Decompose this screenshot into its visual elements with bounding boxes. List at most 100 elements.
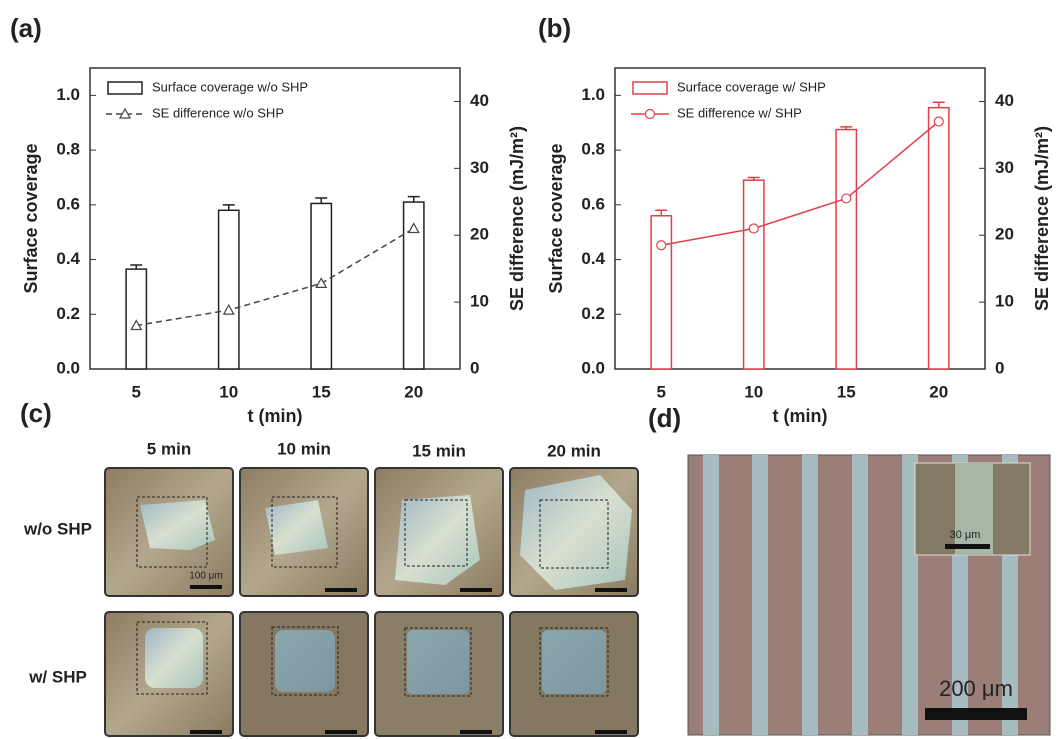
y2-tick-label: 10 <box>470 292 489 311</box>
legend-marker <box>644 108 656 120</box>
scale-bar <box>325 730 357 734</box>
micrograph <box>239 467 369 597</box>
legend-label: SE difference w/o SHP <box>152 105 284 120</box>
marker <box>841 193 852 204</box>
y2-tick-label: 40 <box>995 91 1014 110</box>
scale-bar-label: 200 μm <box>939 676 1013 701</box>
x-tick-label: 20 <box>404 382 423 401</box>
y-tick-label: 0.2 <box>581 304 605 323</box>
panel-label: (b) <box>538 13 571 43</box>
y2-axis-label: SE difference (mJ/m²) <box>507 126 527 311</box>
column-label: 20 min <box>547 441 601 460</box>
bar <box>650 215 673 370</box>
scale-bar <box>460 588 492 592</box>
y-tick-label: 0.4 <box>581 249 605 268</box>
micrograph <box>509 611 639 737</box>
y-tick-label: 0.8 <box>56 140 80 159</box>
plot-frame <box>614 67 986 370</box>
row-label: w/o SHP <box>23 519 92 538</box>
scale-bar <box>945 544 990 549</box>
legend-swatch <box>632 81 668 95</box>
y-tick-label: 0.6 <box>56 194 80 213</box>
scale-bar <box>190 585 222 589</box>
line <box>661 120 940 246</box>
marker <box>656 240 667 251</box>
x-tick-label: 10 <box>219 382 238 401</box>
scale-bar <box>325 588 357 592</box>
y2-tick-label: 10 <box>995 292 1014 311</box>
column-label: 10 min <box>277 439 331 458</box>
x-tick-label: 10 <box>744 382 763 401</box>
y-tick-label: 0.4 <box>56 249 80 268</box>
micrograph <box>104 611 234 737</box>
micrograph <box>374 467 504 597</box>
y-tick-label: 1.0 <box>56 85 80 104</box>
y2-tick-label: 30 <box>470 158 489 177</box>
scale-bar <box>595 588 627 592</box>
scale-bar <box>460 730 492 734</box>
scale-bar-label: 30 μm <box>950 529 981 541</box>
marker <box>130 319 143 331</box>
bar <box>927 106 950 370</box>
y2-tick-label: 0 <box>995 358 1004 377</box>
y-tick-label: 0.8 <box>581 140 605 159</box>
y-axis-label: Surface coverage <box>546 143 566 293</box>
micrograph <box>509 467 639 597</box>
line <box>136 227 415 327</box>
scale-bar <box>595 730 627 734</box>
x-tick-label: 20 <box>929 382 948 401</box>
panel-label: (a) <box>10 13 42 43</box>
legend-marker <box>118 107 132 119</box>
error-bar <box>932 101 945 108</box>
x-axis-label: t (min) <box>773 406 828 426</box>
bar <box>742 179 765 370</box>
y2-tick-label: 40 <box>470 91 489 110</box>
marker <box>222 303 235 315</box>
legend-label: Surface coverage w/o SHP <box>152 79 308 94</box>
scale-bar <box>925 708 1027 720</box>
bar <box>835 128 858 370</box>
error-bar <box>315 197 328 204</box>
legend-swatch <box>107 81 143 95</box>
stripe-micrograph: 30 μm 200 μm <box>687 454 1051 736</box>
scale-bar <box>190 730 222 734</box>
error-bar <box>655 209 668 216</box>
y2-tick-label: 20 <box>470 225 489 244</box>
marker <box>407 222 420 234</box>
y-tick-label: 0.2 <box>56 304 80 323</box>
y-axis-label: Surface coverage <box>21 143 41 293</box>
scale-bar-label: 100 μm <box>189 571 223 582</box>
error-bar <box>407 195 420 203</box>
x-tick-label: 15 <box>837 382 856 401</box>
error-bar <box>747 176 760 181</box>
x-axis-label: t (min) <box>248 406 303 426</box>
marker <box>933 116 944 127</box>
micrograph <box>374 611 504 737</box>
panel-label: (c) <box>20 398 52 428</box>
error-bar <box>222 204 235 211</box>
y2-tick-label: 30 <box>995 158 1014 177</box>
marker <box>748 223 759 234</box>
micrograph-grid: 100 μm 5 min 10 min 15 min 20 min w/o SH… <box>23 439 639 737</box>
legend-label: SE difference w/ SHP <box>677 105 802 120</box>
y2-axis-label: SE difference (mJ/m²) <box>1032 126 1052 311</box>
column-label: 5 min <box>147 439 191 458</box>
micrograph <box>104 467 234 597</box>
column-label: 15 min <box>412 441 466 460</box>
y-tick-label: 0.6 <box>581 194 605 213</box>
x-tick-label: 5 <box>132 382 141 401</box>
plot-frame <box>89 67 461 370</box>
panel-label: (d) <box>648 403 681 433</box>
y-tick-label: 1.0 <box>581 85 605 104</box>
legend-label: Surface coverage w/ SHP <box>677 79 826 94</box>
y-tick-label: 0.0 <box>581 358 605 377</box>
bar <box>217 209 240 370</box>
x-tick-label: 5 <box>657 382 666 401</box>
y2-tick-label: 20 <box>995 225 1014 244</box>
row-label: w/ SHP <box>28 667 87 686</box>
marker <box>315 277 328 288</box>
error-bar <box>840 126 853 130</box>
y-tick-label: 0.0 <box>56 358 80 377</box>
error-bar <box>130 264 143 270</box>
